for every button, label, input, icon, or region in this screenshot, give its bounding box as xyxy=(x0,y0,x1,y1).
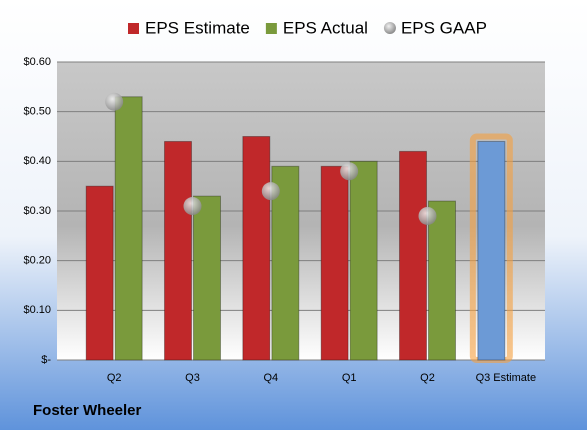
gaap-marker xyxy=(183,197,202,216)
bar xyxy=(85,185,114,361)
bar xyxy=(271,165,300,361)
y-tick-label: $0.30 xyxy=(23,205,51,217)
bar xyxy=(114,96,143,361)
x-tick-label: Q4 xyxy=(263,372,278,384)
bar xyxy=(193,195,221,361)
bar xyxy=(349,160,378,361)
footer: Foster Wheeler xyxy=(33,402,142,419)
y-tick-label: $0.50 xyxy=(23,106,51,118)
x-tick-label: Q3 xyxy=(185,372,200,384)
y-tick-label: $- xyxy=(41,354,51,366)
legend-text: EPS Actual xyxy=(283,18,368,37)
gaap-marker xyxy=(261,182,280,201)
x-tick-label: Q2 xyxy=(420,372,435,384)
bar xyxy=(320,165,349,361)
y-tick-label: $0.20 xyxy=(23,255,51,267)
y-tick-label: $0.60 xyxy=(23,56,51,68)
bar xyxy=(428,200,456,361)
legend-marker xyxy=(383,22,396,34)
gaap-marker xyxy=(418,206,437,225)
legend-text: EPS GAAP xyxy=(401,18,487,37)
legend-marker xyxy=(265,23,277,34)
y-tick-label: $0.40 xyxy=(23,155,51,167)
x-tick-label: Q1 xyxy=(342,372,357,384)
y-tick-label: $0.10 xyxy=(23,304,51,316)
bar xyxy=(399,150,427,361)
legend-text: EPS Estimate xyxy=(145,18,250,37)
x-tick-label: Q2 xyxy=(107,372,122,384)
gaap-marker xyxy=(340,162,359,181)
bar xyxy=(242,136,271,361)
gaap-marker xyxy=(105,92,124,111)
bar xyxy=(164,140,192,361)
x-tick-label: Q3 Estimate xyxy=(476,372,537,384)
bar xyxy=(477,140,506,361)
legend-marker xyxy=(128,23,139,34)
